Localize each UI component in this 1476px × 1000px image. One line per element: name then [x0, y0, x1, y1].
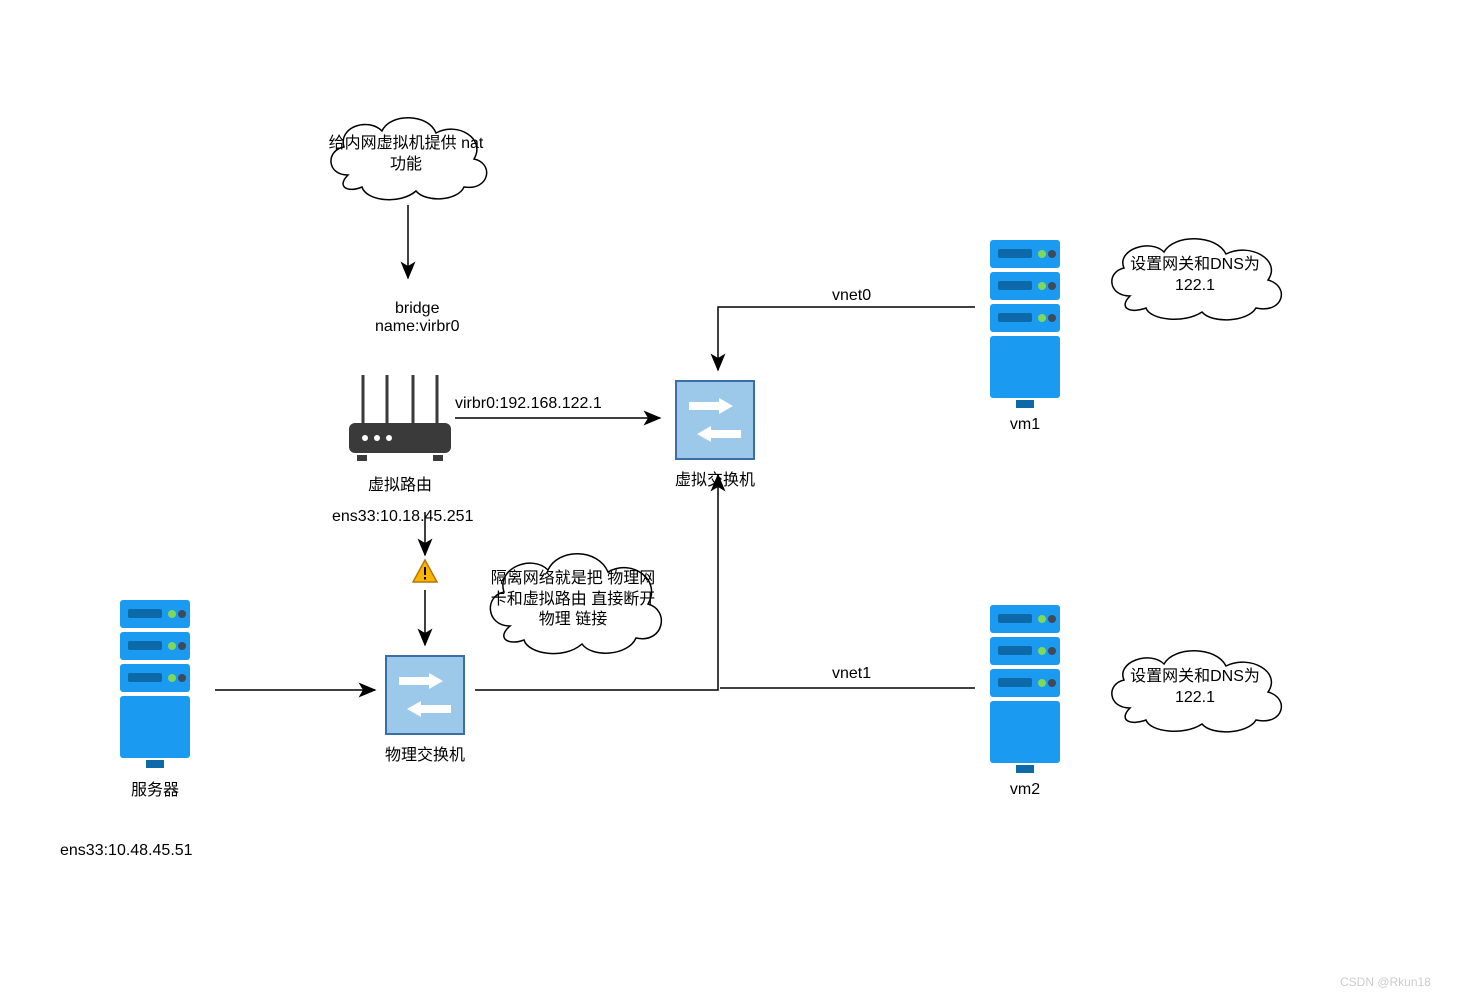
cloud-isolation-text: 隔离网络就是把 物理网卡和虚拟路由 直接断开物理 链接: [478, 540, 668, 660]
server-vm2-icon: [980, 605, 1070, 775]
vm2-label: vm2: [975, 781, 1075, 799]
bridge-label: bridge name:virbr0: [375, 300, 459, 336]
ens33-router-label: ens33:10.18.45.251: [332, 508, 473, 526]
server-vm1-icon: [980, 240, 1070, 410]
cloud-gw2-text: 设置网关和DNS为 122.1: [1100, 640, 1290, 735]
cloud-nat-text: 给内网虚拟机提供 nat功能: [318, 105, 494, 205]
vnet0-label: vnet0: [832, 287, 871, 305]
server-icon: [110, 600, 200, 770]
diagram-canvas: { "type": "network-diagram", "background…: [0, 0, 1476, 1000]
virtual-router-icon: [345, 375, 455, 470]
virtual-switch-icon: [675, 380, 755, 460]
virbr0-ip-label: virbr0:192.168.122.1: [455, 395, 602, 413]
cloud-isolation: 隔离网络就是把 物理网卡和虚拟路由 直接断开物理 链接: [478, 540, 668, 660]
physical-switch-label: 物理交换机: [375, 741, 475, 765]
virtual-router-label: 虚拟路由: [350, 471, 450, 495]
server-label: 服务器: [105, 776, 205, 800]
cloud-gw1-text: 设置网关和DNS为 122.1: [1100, 228, 1290, 323]
vnet1-label: vnet1: [832, 665, 871, 683]
cloud-gateway-vm1: 设置网关和DNS为 122.1: [1100, 228, 1290, 323]
vm1-label: vm1: [975, 416, 1075, 434]
edges-layer: [0, 0, 1476, 1000]
edge-vm1-to-vswitch: [718, 307, 975, 370]
cloud-nat: 给内网虚拟机提供 nat功能: [318, 105, 494, 205]
watermark: CSDN @Rkun18: [1340, 975, 1431, 989]
physical-switch-icon: [385, 655, 465, 735]
cloud-gateway-vm2: 设置网关和DNS为 122.1: [1100, 640, 1290, 735]
warning-icon: [411, 558, 439, 586]
virtual-switch-label: 虚拟交换机: [665, 466, 765, 490]
ens33-server-label: ens33:10.48.45.51: [60, 842, 193, 860]
